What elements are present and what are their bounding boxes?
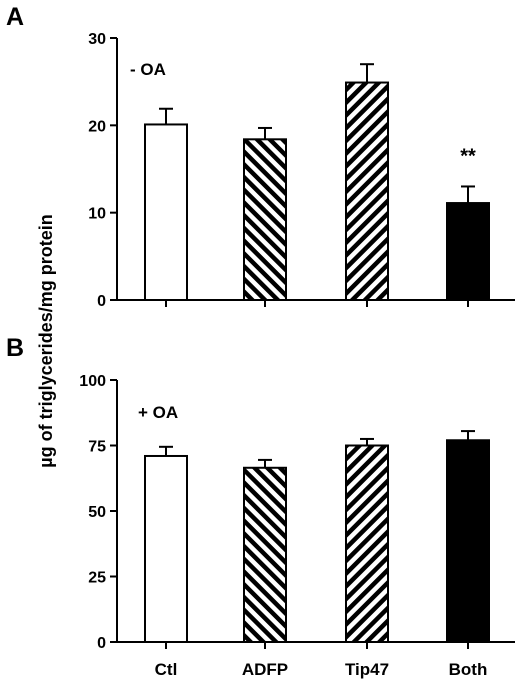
panel-b-y-tick-label: 0 (97, 635, 106, 652)
panel-b: B + OA 0 25 50 75 100 (6, 334, 515, 652)
panel-b-letter: B (6, 334, 24, 362)
panel-a-y-tick-label: 0 (97, 293, 106, 310)
category-label-adfp: ADFP (242, 660, 288, 679)
category-label-tip47: Tip47 (345, 660, 389, 679)
panel-a-y-tick-label: 20 (88, 118, 106, 135)
panel-a-y-tick-label: 10 (88, 206, 106, 223)
category-labels: Ctl ADFP Tip47 Both (155, 660, 488, 679)
panel-a-significance-both: ** (460, 145, 476, 167)
y-axis-label: µg of triglycerides/mg protein (36, 214, 56, 467)
panel-b-y-tick-label: 50 (88, 504, 106, 521)
panel-a-bar-both (446, 202, 490, 301)
panel-b-bar-tip47 (345, 444, 389, 643)
panel-b-y-tick-label: 75 (88, 439, 106, 456)
panel-b-bar-adfp (243, 466, 287, 643)
panel-a-bar-adfp (243, 138, 287, 301)
panel-b-y-tick-label: 25 (88, 570, 106, 587)
panel-b-y-tick-label: 100 (79, 373, 106, 390)
category-label-both: Both (449, 660, 488, 679)
panel-a-bar-tip47 (345, 81, 389, 302)
panel-a-y-tick-label: 30 (88, 31, 106, 48)
panel-a: A - OA 0 10 20 30 ** (6, 3, 515, 310)
category-label-ctl: Ctl (155, 660, 178, 679)
panel-b-bar-both (446, 439, 490, 644)
panel-b-condition-label: + OA (138, 403, 178, 422)
panel-a-condition-label: - OA (130, 60, 166, 79)
panel-a-letter: A (6, 3, 24, 31)
panel-b-bar-ctl (144, 454, 188, 644)
panel-a-bar-ctl (144, 123, 188, 301)
